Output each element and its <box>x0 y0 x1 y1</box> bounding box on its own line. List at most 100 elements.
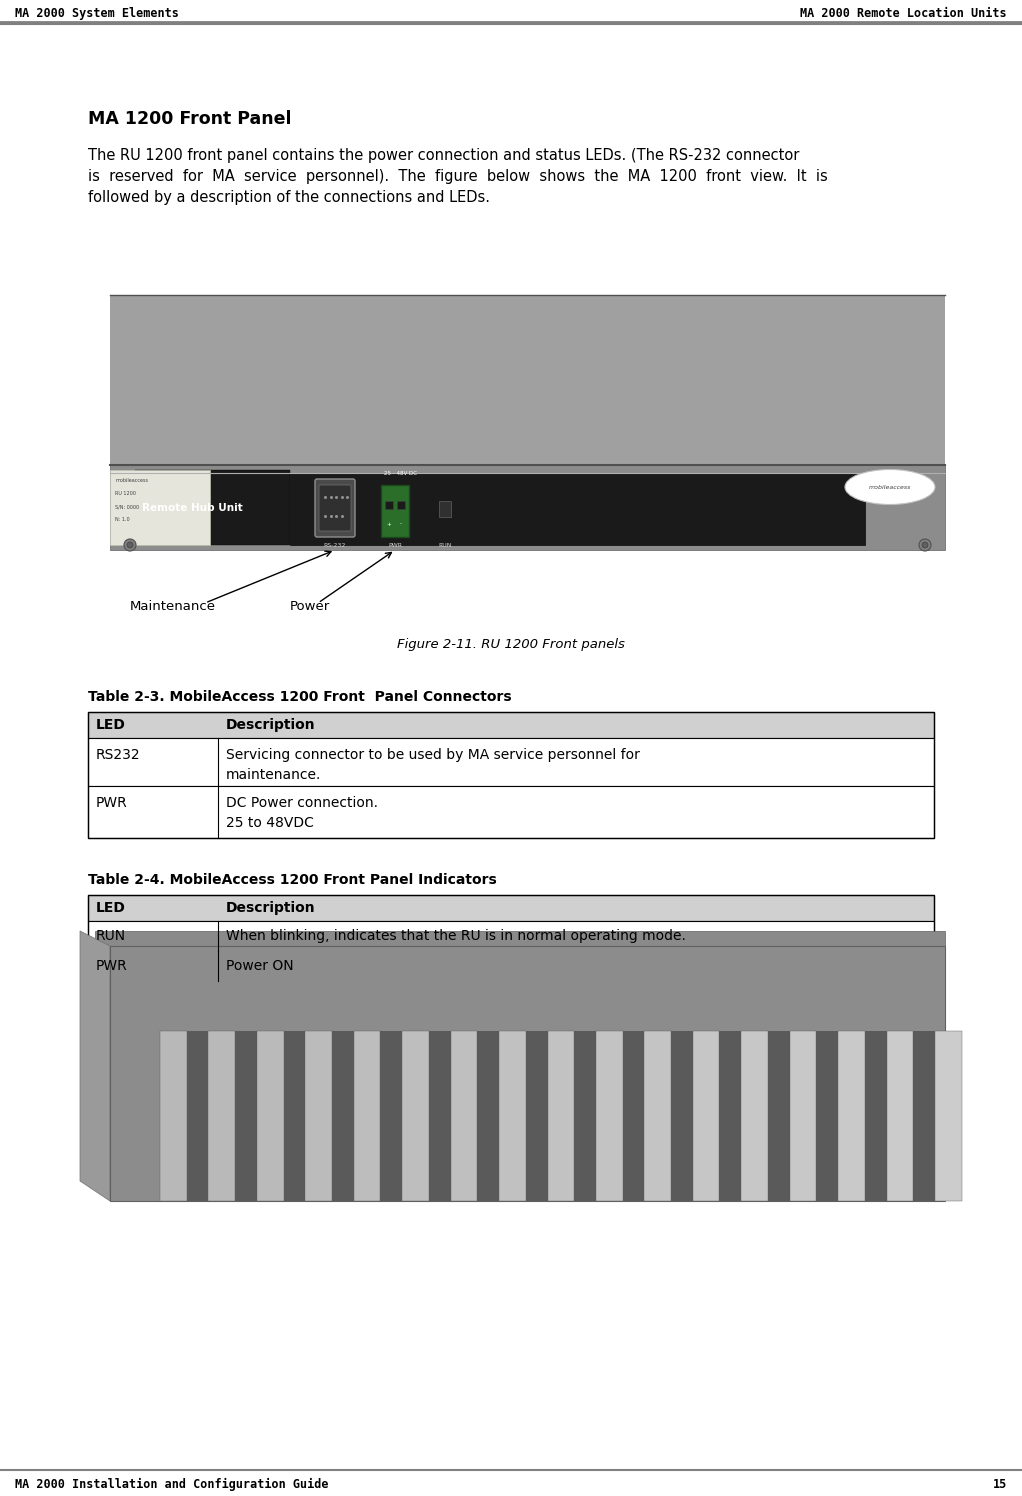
Polygon shape <box>741 1031 768 1201</box>
Text: PC5: PC5 <box>319 501 346 515</box>
Text: Remote Hub Unit: Remote Hub Unit <box>142 503 243 513</box>
Bar <box>110 465 945 551</box>
Text: RUN: RUN <box>96 929 126 942</box>
Text: mobileaccess: mobileaccess <box>115 479 148 483</box>
Text: LED: LED <box>96 901 126 916</box>
Polygon shape <box>525 1031 548 1201</box>
Text: -: - <box>400 522 402 527</box>
Polygon shape <box>645 1031 671 1201</box>
Text: MA 1200 Front Panel: MA 1200 Front Panel <box>88 111 291 129</box>
Text: RUN: RUN <box>438 543 452 548</box>
Text: is  reserved  for  MA  service  personnel).  The  figure  below  shows  the  MA : is reserved for MA service personnel). T… <box>88 169 828 184</box>
Text: mobileaccess: mobileaccess <box>869 485 912 489</box>
Ellipse shape <box>845 470 935 504</box>
Polygon shape <box>499 1031 525 1201</box>
Bar <box>88 785 934 838</box>
Circle shape <box>127 542 133 548</box>
Polygon shape <box>80 931 110 1201</box>
Polygon shape <box>477 1031 499 1201</box>
Text: Power: Power <box>290 600 330 613</box>
Polygon shape <box>235 1031 257 1201</box>
Polygon shape <box>574 1031 596 1201</box>
Bar <box>385 501 393 509</box>
Bar <box>60 269 960 580</box>
Text: S/N: 0000: S/N: 0000 <box>115 504 139 509</box>
Text: Table 2-4. MobileAccess 1200 Front Panel Indicators: Table 2-4. MobileAccess 1200 Front Panel… <box>88 874 497 887</box>
Text: Description: Description <box>226 718 316 732</box>
Polygon shape <box>596 1031 622 1201</box>
Text: Maintenance: Maintenance <box>130 600 216 613</box>
Polygon shape <box>429 1031 451 1201</box>
Bar <box>381 485 409 537</box>
FancyBboxPatch shape <box>319 485 351 531</box>
Text: Table 2-3. MobileAccess 1200 Front  Panel Connectors: Table 2-3. MobileAccess 1200 Front Panel… <box>88 690 512 705</box>
Text: 25 - 48V DC: 25 - 48V DC <box>383 471 417 476</box>
Polygon shape <box>548 1031 574 1201</box>
Text: +: + <box>386 522 391 527</box>
Text: PWR: PWR <box>96 959 128 972</box>
Polygon shape <box>306 1031 332 1201</box>
Text: MA 2000 Remote Location Units: MA 2000 Remote Location Units <box>800 6 1007 19</box>
Bar <box>290 473 865 545</box>
Polygon shape <box>160 1031 187 1201</box>
Text: MA 2000 System Elements: MA 2000 System Elements <box>15 6 179 19</box>
Bar <box>88 712 934 838</box>
Text: RS232: RS232 <box>96 748 141 761</box>
Polygon shape <box>838 1031 865 1201</box>
Bar <box>88 895 934 922</box>
Text: followed by a description of the connections and LEDs.: followed by a description of the connect… <box>88 190 490 205</box>
Text: DC Power connection.: DC Power connection. <box>226 796 378 809</box>
Polygon shape <box>817 1031 838 1201</box>
Polygon shape <box>914 1031 935 1201</box>
Bar <box>88 922 934 951</box>
Polygon shape <box>790 1031 817 1201</box>
Bar <box>88 895 934 981</box>
Text: Figure 2-11. RU 1200 Front panels: Figure 2-11. RU 1200 Front panels <box>398 637 624 651</box>
Polygon shape <box>671 1031 693 1201</box>
Bar <box>88 712 934 738</box>
Polygon shape <box>354 1031 380 1201</box>
Text: N: 1.0: N: 1.0 <box>115 518 130 522</box>
Polygon shape <box>110 945 945 1201</box>
FancyBboxPatch shape <box>315 479 355 537</box>
Text: RU 1200: RU 1200 <box>115 491 136 497</box>
Text: 25 to 48VDC: 25 to 48VDC <box>226 815 314 830</box>
Bar <box>397 501 405 509</box>
Polygon shape <box>622 1031 645 1201</box>
Bar <box>88 738 934 785</box>
Text: Servicing connector to be used by MA service personnel for: Servicing connector to be used by MA ser… <box>226 748 640 761</box>
Bar <box>439 501 451 518</box>
Text: 15: 15 <box>992 1478 1007 1490</box>
Polygon shape <box>451 1031 477 1201</box>
Polygon shape <box>935 1031 962 1201</box>
Text: RS-232: RS-232 <box>324 543 346 548</box>
Polygon shape <box>332 1031 354 1201</box>
Circle shape <box>124 539 136 551</box>
Bar <box>110 295 945 465</box>
Polygon shape <box>768 1031 790 1201</box>
Text: LED: LED <box>96 718 126 732</box>
Text: MA 2000 Installation and Configuration Guide: MA 2000 Installation and Configuration G… <box>15 1478 328 1490</box>
Bar <box>135 470 290 545</box>
Polygon shape <box>208 1031 235 1201</box>
Polygon shape <box>865 1031 886 1201</box>
Polygon shape <box>886 1031 914 1201</box>
Circle shape <box>922 542 928 548</box>
Text: When blinking, indicates that the RU is in normal operating mode.: When blinking, indicates that the RU is … <box>226 929 686 942</box>
Text: The RU 1200 front panel contains the power connection and status LEDs. (The RS-2: The RU 1200 front panel contains the pow… <box>88 148 799 163</box>
Text: maintenance.: maintenance. <box>226 767 321 782</box>
Polygon shape <box>187 1031 208 1201</box>
Bar <box>88 951 934 981</box>
Polygon shape <box>95 931 945 945</box>
Polygon shape <box>257 1031 283 1201</box>
Text: Description: Description <box>226 901 316 916</box>
Text: Power ON: Power ON <box>226 959 293 972</box>
Polygon shape <box>380 1031 403 1201</box>
Bar <box>110 470 210 545</box>
Text: PWR: PWR <box>388 543 402 548</box>
Polygon shape <box>403 1031 429 1201</box>
Polygon shape <box>283 1031 306 1201</box>
Polygon shape <box>693 1031 719 1201</box>
Text: PWR: PWR <box>96 796 128 809</box>
Polygon shape <box>719 1031 741 1201</box>
